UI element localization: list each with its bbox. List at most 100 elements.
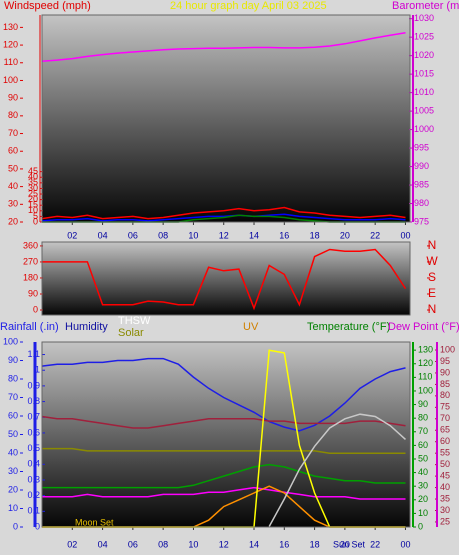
barometer-label: Barometer (mb) — [392, 0, 459, 12]
x-tick-label: 12 — [219, 539, 229, 549]
y-tick-label: 70 — [8, 392, 18, 402]
x-tick-label: 12 — [219, 230, 229, 240]
solar-label: Solar — [118, 327, 144, 339]
y2-tick-label: 1020 — [414, 50, 434, 60]
y-tick-label: 45 — [28, 166, 38, 176]
y2-tick-label: 1030 — [414, 13, 434, 23]
y4-tick-label: 20 — [418, 494, 428, 504]
x-tick-label: 04 — [98, 539, 108, 549]
humidity-label: Humidity — [65, 321, 108, 333]
wind-label: Windspeed (mph) — [4, 0, 91, 12]
x-tick-label: 16 — [279, 539, 289, 549]
y3-tick-label: 80 — [8, 110, 18, 120]
y-tick-label: 50 — [8, 429, 18, 439]
plot-background — [42, 342, 410, 527]
y3-tick-label: 110 — [4, 57, 18, 67]
y3-tick-label: 120 — [3, 39, 18, 49]
x-tick-label: 04 — [98, 230, 108, 240]
series-line — [268, 413, 407, 527]
y3-tick-label: 50 — [440, 459, 450, 469]
y-tick-label: 360 — [23, 240, 38, 250]
y2-tick-label: 990 — [414, 161, 429, 171]
y4-tick-label: 120 — [418, 358, 433, 368]
plot-background — [42, 242, 410, 315]
x-tick-label: 00 — [400, 539, 410, 549]
y3-tick-label: 60 — [440, 436, 450, 446]
y3-tick-label: 65 — [440, 425, 450, 435]
y4-tick-label: 40 — [418, 467, 428, 477]
y2-tick-label: 1010 — [414, 87, 434, 97]
x-tick-label: 22 — [370, 230, 380, 240]
y-tick-label: 20 — [8, 484, 18, 494]
series-line — [42, 463, 406, 489]
y3-tick-label: 50 — [8, 163, 18, 173]
x-tick-label: 14 — [249, 539, 259, 549]
x-tick-label: 18 — [310, 230, 320, 240]
x-tick-label: 02 — [67, 539, 77, 549]
x-tick-label: 10 — [188, 539, 198, 549]
y3-tick-label: 30 — [8, 199, 18, 209]
y-tick-label: 0 — [33, 304, 38, 314]
y4-tick-label: 0 — [418, 521, 423, 531]
uv-label: UV — [243, 321, 259, 333]
series-line — [42, 486, 406, 500]
y4-tick-label: 50 — [418, 453, 428, 463]
y3-tick-label: 100 — [3, 75, 18, 85]
y3-tick-label: 55 — [440, 448, 450, 458]
temperature-label: Temperature (°F) — [307, 321, 390, 333]
y4-tick-label: 70 — [418, 426, 428, 436]
x-tick-label: 18 — [310, 539, 320, 549]
y-tick-label: 10 — [28, 205, 38, 215]
y2-tick-label: 995 — [414, 142, 429, 152]
annotation: Sun Set — [333, 539, 366, 549]
y2-tick-label: 0 — [35, 521, 40, 531]
y3-tick-label: 70 — [440, 413, 450, 423]
x-tick-label: 14 — [249, 230, 259, 240]
y-tick-label: 90 — [8, 355, 18, 365]
y3-tick-label: 90 — [440, 367, 450, 377]
y4-tick-label: 10 — [418, 508, 428, 518]
x-tick-label: 22 — [370, 539, 380, 549]
y2-tick-label: 975 — [414, 216, 429, 226]
y4-tick-label: 60 — [418, 440, 428, 450]
y-tick-label: 90 — [28, 288, 38, 298]
x-tick-label: 00 — [400, 230, 410, 240]
y2-tick-label: 1005 — [414, 105, 434, 115]
chart-title: 24 hour graph day April 03 2025 — [170, 0, 327, 12]
dewpoint-label: Dew Point (°F) — [388, 321, 459, 333]
y-tick-label: 30 — [28, 183, 38, 193]
x-tick-label: 20 — [340, 230, 350, 240]
y3-tick-label: 40 — [8, 181, 18, 191]
y4-tick-label: 130 — [418, 345, 433, 355]
y2-tick-label: 1000 — [414, 124, 434, 134]
y-tick-label: 15 — [28, 200, 38, 210]
x-tick-label: 06 — [128, 539, 138, 549]
series-line — [42, 248, 407, 311]
series-line — [41, 357, 406, 432]
plot-frame — [41, 341, 411, 528]
y-tick-label: 10 — [8, 503, 18, 513]
y4-tick-label: 30 — [418, 481, 428, 491]
x-tick-label: 02 — [67, 230, 77, 240]
y-tick-label: 0 — [13, 521, 18, 531]
x-tick-label: 20 — [340, 539, 350, 549]
y-tick-label: 270 — [23, 256, 38, 266]
y-tick-label: 0 — [33, 216, 38, 226]
y-tick-label: 20 — [28, 194, 38, 204]
y-tick-label: 40 — [8, 447, 18, 457]
plot-frame — [41, 241, 411, 316]
y2-tick-label: 1015 — [414, 69, 434, 79]
y3-tick-label: 20 — [8, 216, 18, 226]
y3-tick-label: 85 — [440, 379, 450, 389]
series-line — [41, 213, 406, 222]
y-tick-label: 35 — [28, 177, 38, 187]
y2-tick-label: S — [428, 270, 436, 284]
y-tick-label: 30 — [8, 466, 18, 476]
y3-tick-label: 100 — [440, 344, 455, 354]
y4-tick-label: 90 — [418, 399, 428, 409]
y-tick-label: 40 — [28, 172, 38, 182]
y3-tick-label: 130 — [3, 22, 18, 32]
y3-tick-label: 95 — [440, 356, 450, 366]
y3-tick-label: 40 — [440, 482, 450, 492]
